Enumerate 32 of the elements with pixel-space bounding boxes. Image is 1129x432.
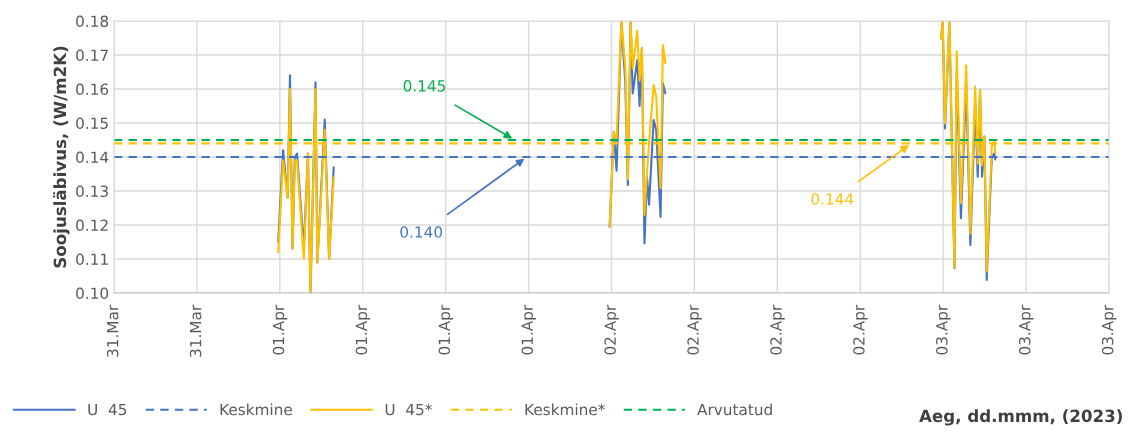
x-tick-label: 31.Mar (106, 304, 119, 357)
x-tick-label: 03.Apr (1101, 304, 1117, 355)
x-axis-title: Aeg, dd.mmm, (2023) (919, 409, 1122, 426)
y-tick-label: 0.10 (76, 287, 109, 300)
x-tick-label: 01.Apr (355, 304, 371, 355)
x-tick-label: 03.Apr (936, 304, 951, 355)
y-tick-label: 0.14 (76, 151, 109, 164)
legend-label: U 45 (88, 403, 127, 416)
y-tick-label: 0.16 (76, 83, 109, 96)
x-tick-label: 01.Apr (272, 304, 288, 355)
legend-label: Keskmine (220, 403, 292, 416)
x-tick-label: 31.Mar (189, 304, 202, 357)
legend-label: Arvutatud (697, 403, 772, 416)
annotation: 0.140 (400, 226, 443, 238)
y-tick-label: 0.11 (76, 253, 108, 266)
x-tick-label: 02.Apr (604, 304, 619, 355)
annotation: 0.145 (403, 80, 446, 92)
x-tick-label: 03.Apr (1018, 304, 1034, 355)
y-tick-label: 0.17 (76, 49, 108, 62)
annotation: 0.144 (811, 193, 854, 205)
y-tick-label: 0.15 (76, 117, 108, 130)
x-tick-label: 02.Apr (853, 304, 868, 355)
legend-label: Keskmine* (525, 403, 605, 416)
y-tick-label: 0.18 (76, 15, 109, 28)
y-tick-label: 0.12 (76, 219, 108, 232)
x-tick-label: 01.Apr (438, 304, 454, 355)
x-tick-label: 01.Apr (521, 304, 536, 355)
legend-label: U 45* (385, 403, 432, 416)
x-tick-label: 02.Apr (687, 304, 702, 355)
x-tick-label: 02.Apr (770, 304, 785, 355)
y-axis-title: Soojusläbivus, (W/m2K) (53, 46, 70, 268)
y-tick-label: 0.13 (76, 185, 108, 198)
